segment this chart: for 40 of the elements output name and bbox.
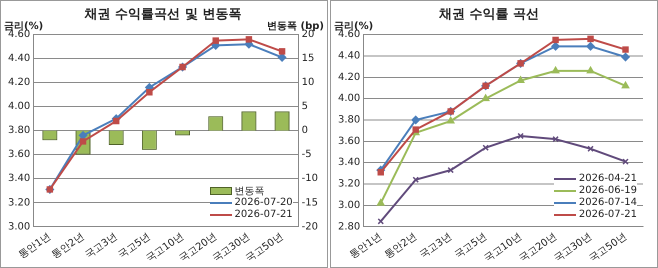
- legend-label: 2026-07-21: [578, 209, 637, 220]
- chart-title: 채권 수익률곡선 및 변동폭: [84, 7, 242, 22]
- y-tick-label: 4.20: [338, 72, 360, 83]
- y2-tick-label: -15: [302, 197, 318, 208]
- y2-tick-label: 20: [302, 29, 314, 40]
- legend-label: 2026-06-19: [578, 185, 637, 196]
- y-tick-label: 3.80: [338, 114, 360, 126]
- y-tick-label: 3.00: [8, 221, 30, 232]
- y-tick-label: 3.80: [8, 125, 30, 136]
- y-tick-label: 4.60: [8, 29, 30, 40]
- y-tick-label: 4.60: [338, 29, 360, 40]
- y-tick-label: 4.00: [8, 101, 30, 112]
- y2-axis-title: 변동폭 (bp): [267, 20, 324, 32]
- y2-tick-label: 0: [302, 125, 308, 136]
- y-tick-label: 4.00: [338, 93, 360, 104]
- legend-label: 2026-07-14: [578, 197, 637, 208]
- y-tick-label: 3.60: [8, 149, 30, 160]
- y-tick-label: 4.20: [8, 77, 30, 88]
- y2-tick-label: -20: [302, 221, 318, 232]
- y2-tick-label: -10: [302, 173, 318, 184]
- y2-tick-label: -5: [302, 149, 312, 160]
- legend-label: 2026-07-21: [234, 209, 293, 220]
- y-tick-label: 4.40: [338, 50, 360, 62]
- y2-tick-label: 5: [302, 101, 308, 112]
- y-tick-label: 2.80: [338, 221, 360, 232]
- y-tick-label: 3.00: [338, 200, 360, 211]
- y-tick-label: 3.40: [8, 173, 30, 184]
- y-tick-label: 3.40: [338, 157, 360, 168]
- y-tick-label: 3.20: [338, 178, 360, 190]
- chart-title: 채권 수익률 곡선: [438, 7, 540, 22]
- y-tick-label: 3.20: [8, 197, 30, 208]
- y-axis-title: 금리(%): [4, 20, 44, 32]
- y2-tick-label: 15: [302, 53, 314, 64]
- y2-tick-label: 10: [302, 77, 314, 88]
- legend-label: 변동폭: [234, 184, 265, 198]
- y-tick-label: 4.40: [8, 53, 30, 64]
- legend-label: 2026-07-20: [234, 197, 293, 208]
- legend-label: 2026-04-21: [578, 173, 637, 184]
- y-axis-title: 금리(%): [334, 20, 374, 32]
- y-tick-label: 3.60: [338, 136, 360, 147]
